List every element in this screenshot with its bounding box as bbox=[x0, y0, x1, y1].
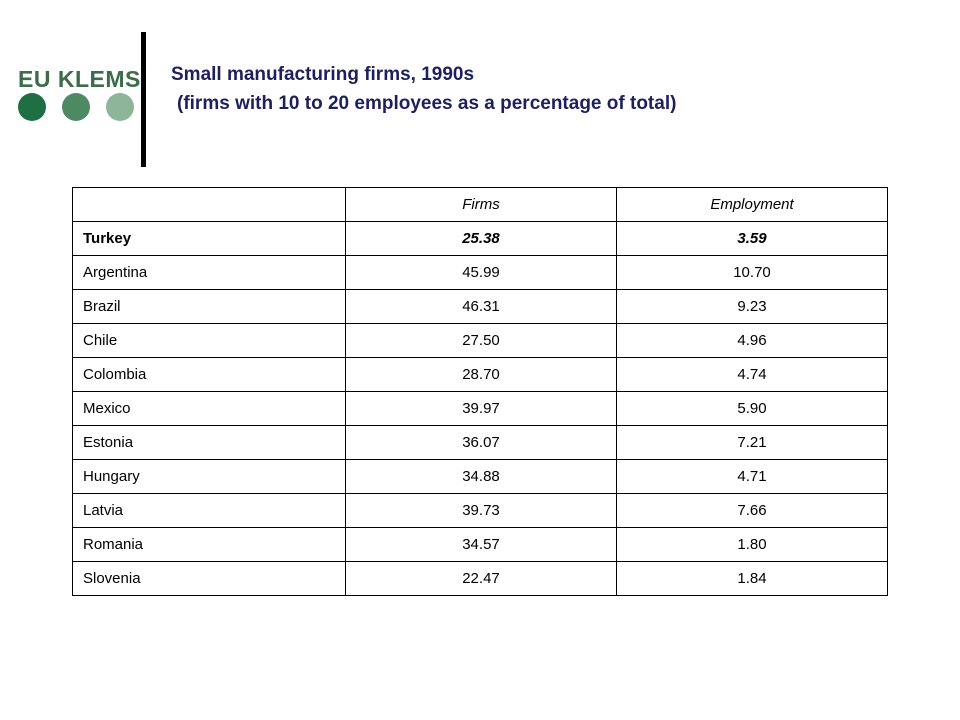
eu-klems-logo: EU KLEMS bbox=[16, 66, 140, 126]
cell-country: Romania bbox=[72, 527, 346, 562]
cell-country: Argentina bbox=[72, 255, 346, 290]
table-row: Estonia 36.07 7.21 bbox=[72, 425, 888, 460]
cell-employment: 4.96 bbox=[616, 323, 888, 358]
cell-country: Colombia bbox=[72, 357, 346, 392]
cell-firms: 28.70 bbox=[345, 357, 617, 392]
table-header-row: Firms Employment bbox=[72, 187, 888, 222]
cell-firms: 27.50 bbox=[345, 323, 617, 358]
cell-country: Mexico bbox=[72, 391, 346, 426]
header-firms: Firms bbox=[345, 187, 617, 222]
table-row: Argentina 45.99 10.70 bbox=[72, 255, 888, 290]
cell-firms: 36.07 bbox=[345, 425, 617, 460]
cell-firms: 45.99 bbox=[345, 255, 617, 290]
cell-firms: 39.73 bbox=[345, 493, 617, 528]
cell-employment: 4.71 bbox=[616, 459, 888, 494]
table-row: Latvia 39.73 7.66 bbox=[72, 493, 888, 528]
cell-country: Latvia bbox=[72, 493, 346, 528]
slide-title: Small manufacturing firms, 1990s (firms … bbox=[171, 60, 676, 118]
cell-country: Hungary bbox=[72, 459, 346, 494]
cell-firms: 22.47 bbox=[345, 561, 617, 596]
table-row: Turkey 25.38 3.59 bbox=[72, 221, 888, 256]
cell-firms: 34.57 bbox=[345, 527, 617, 562]
cell-employment: 4.74 bbox=[616, 357, 888, 392]
logo-dot-light bbox=[106, 93, 134, 121]
table-row: Slovenia 22.47 1.84 bbox=[72, 561, 888, 596]
table-row: Hungary 34.88 4.71 bbox=[72, 459, 888, 494]
cell-employment: 7.66 bbox=[616, 493, 888, 528]
table-row: Mexico 39.97 5.90 bbox=[72, 391, 888, 426]
table-row: Chile 27.50 4.96 bbox=[72, 323, 888, 358]
cell-firms: 25.38 bbox=[345, 221, 617, 256]
cell-firms: 46.31 bbox=[345, 289, 617, 324]
cell-country: Brazil bbox=[72, 289, 346, 324]
cell-employment: 1.84 bbox=[616, 561, 888, 596]
cell-employment: 5.90 bbox=[616, 391, 888, 426]
cell-firms: 34.88 bbox=[345, 459, 617, 494]
cell-firms: 39.97 bbox=[345, 391, 617, 426]
title-line-1: Small manufacturing firms, 1990s bbox=[171, 64, 475, 85]
title-line-2: (firms with 10 to 20 employees as a perc… bbox=[177, 93, 677, 114]
table-row: Romania 34.57 1.80 bbox=[72, 527, 888, 562]
logo-text: EU KLEMS bbox=[18, 66, 141, 92]
table-row: Colombia 28.70 4.74 bbox=[72, 357, 888, 392]
cell-employment: 7.21 bbox=[616, 425, 888, 460]
cell-country: Chile bbox=[72, 323, 346, 358]
header-country bbox=[72, 187, 346, 222]
cell-employment: 3.59 bbox=[616, 221, 888, 256]
data-table: Firms Employment Turkey 25.38 3.59 Argen… bbox=[72, 187, 888, 596]
logo-dot-dark bbox=[18, 93, 46, 121]
logo-dot-medium bbox=[62, 93, 90, 121]
cell-country: Slovenia bbox=[72, 561, 346, 596]
table-row: Brazil 46.31 9.23 bbox=[72, 289, 888, 324]
vertical-divider bbox=[141, 32, 146, 167]
cell-employment: 1.80 bbox=[616, 527, 888, 562]
header-employment: Employment bbox=[616, 187, 888, 222]
cell-employment: 9.23 bbox=[616, 289, 888, 324]
cell-employment: 10.70 bbox=[616, 255, 888, 290]
cell-country: Turkey bbox=[72, 221, 346, 256]
cell-country: Estonia bbox=[72, 425, 346, 460]
